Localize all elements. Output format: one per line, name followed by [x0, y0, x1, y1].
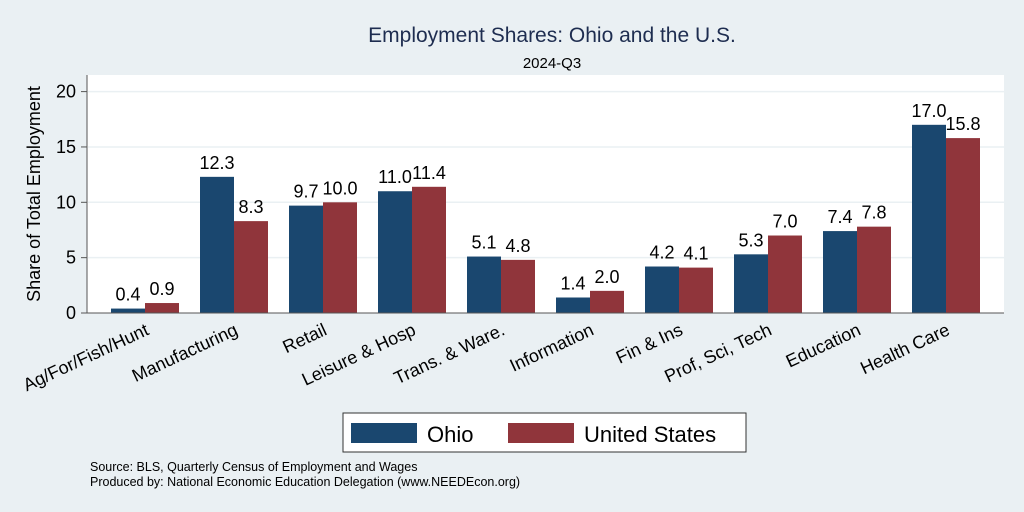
data-label: 10.0 [322, 178, 357, 198]
y-tick-label: 5 [66, 248, 76, 268]
source-note: Source: BLS, Quarterly Census of Employm… [90, 460, 418, 474]
data-label: 2.0 [594, 267, 619, 287]
bar-ohio [378, 191, 412, 313]
data-label: 7.0 [772, 212, 797, 232]
data-label: 4.2 [649, 243, 674, 263]
bar-ohio [200, 176, 234, 313]
bar-ohio [823, 231, 857, 313]
bar-ohio [556, 297, 590, 313]
data-label: 7.4 [827, 207, 852, 227]
y-tick-label: 20 [56, 82, 76, 102]
data-label: 8.3 [238, 197, 263, 217]
legend: Ohio United States [342, 412, 747, 453]
y-tick-label: 15 [56, 137, 76, 157]
bar-ohio [912, 124, 946, 313]
bar-ohio [289, 205, 323, 313]
bar-ohio [111, 308, 145, 313]
bar-us [857, 226, 891, 313]
bar-ohio [645, 266, 679, 313]
bar-us [234, 221, 268, 313]
bar-us [501, 259, 535, 313]
data-label: 0.4 [115, 285, 140, 305]
y-tick-label: 10 [56, 192, 76, 212]
y-tick-label: 0 [66, 303, 76, 323]
data-label: 4.1 [683, 244, 708, 264]
legend-label-ohio: Ohio [427, 422, 473, 447]
bar-us [679, 267, 713, 313]
x-tick-label: Health Care [857, 319, 953, 378]
x-tick-label: Information [507, 319, 597, 375]
data-label: 4.8 [505, 236, 530, 256]
y-axis-label: Share of Total Employment [24, 86, 44, 302]
data-label: 12.3 [199, 153, 234, 173]
chart-subtitle: 2024-Q3 [523, 55, 581, 72]
data-label: 1.4 [560, 274, 585, 294]
bar-ohio [734, 254, 768, 313]
legend-label-us: United States [584, 422, 716, 447]
bar-us [590, 290, 624, 313]
data-label: 15.8 [945, 114, 980, 134]
bar-us [946, 138, 980, 313]
legend-swatch-us [508, 423, 574, 443]
producer-note: Produced by: National Economic Education… [90, 475, 521, 489]
x-tick-label: Fin & Ins [613, 319, 686, 367]
data-label: 17.0 [911, 101, 946, 121]
data-label: 0.9 [149, 279, 174, 299]
data-label: 11.4 [412, 163, 446, 183]
data-label: 5.1 [471, 233, 496, 253]
bar-ohio [467, 256, 501, 313]
data-label: 5.3 [738, 230, 763, 250]
bar-us [323, 202, 357, 313]
legend-swatch-ohio [351, 423, 417, 443]
data-label: 9.7 [293, 182, 318, 202]
data-label: 11.0 [378, 167, 412, 187]
x-tick-label: Ag/For/Fish/Hunt [20, 319, 152, 395]
bar-us [145, 303, 179, 313]
bar-us [768, 235, 802, 313]
x-tick-label: Retail [280, 319, 330, 357]
chart-title: Employment Shares: Ohio and the U.S. [368, 24, 736, 47]
data-label: 7.8 [861, 203, 886, 223]
x-tick-label: Education [783, 319, 864, 371]
bar-us [412, 186, 446, 313]
